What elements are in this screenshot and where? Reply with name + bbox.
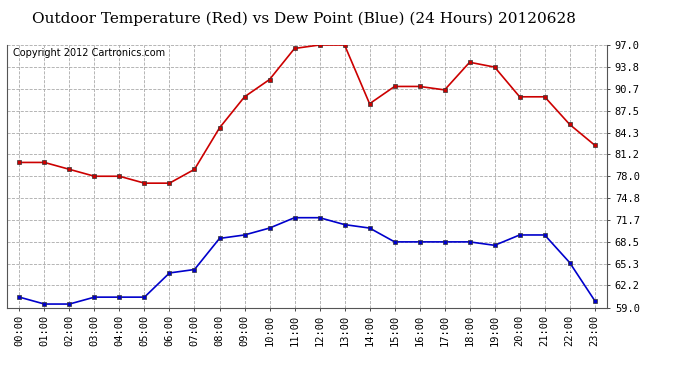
Text: Outdoor Temperature (Red) vs Dew Point (Blue) (24 Hours) 20120628: Outdoor Temperature (Red) vs Dew Point (… [32, 11, 575, 26]
Text: Copyright 2012 Cartronics.com: Copyright 2012 Cartronics.com [13, 48, 165, 58]
